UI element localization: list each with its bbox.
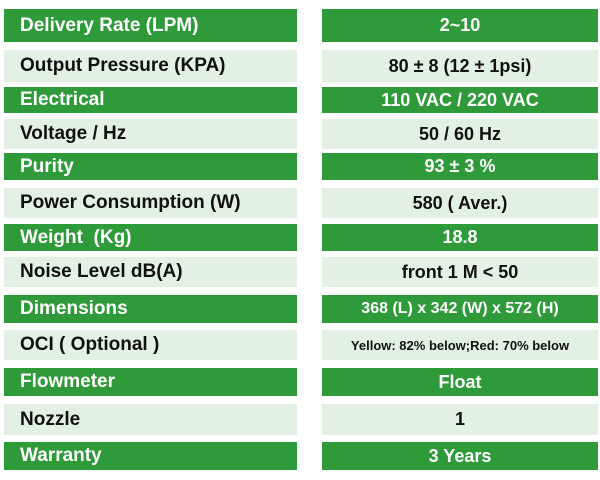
spec-label-delivery-rate: Delivery Rate (LPM) — [4, 9, 297, 42]
spec-label-purity: Purity — [4, 153, 297, 180]
spec-value-weight: 18.8 — [322, 224, 598, 251]
spec-label-dimensions: Dimensions — [4, 295, 297, 323]
spec-label-weight: Weight (Kg) — [4, 224, 297, 251]
spec-value-noise-level: front 1 M < 50 — [322, 257, 598, 287]
spec-value-oci: Yellow: 82% below;Red: 70% below — [322, 330, 598, 360]
spec-value-purity: 93 ± 3 % — [322, 153, 598, 180]
spec-value-delivery-rate: 2~10 — [322, 9, 598, 42]
spec-label-voltage: Voltage / Hz — [4, 119, 297, 149]
spec-value-output-pressure: 80 ± 8 (12 ± 1psi) — [322, 50, 598, 82]
spec-value-warranty: 3 Years — [322, 442, 598, 470]
spec-value-nozzle: 1 — [322, 404, 598, 435]
spec-label-nozzle: Nozzle — [4, 404, 297, 435]
spec-label-warranty: Warranty — [4, 442, 297, 470]
spec-label-output-pressure: Output Pressure (KPA) — [4, 50, 297, 82]
spec-label-oci: OCI ( Optional ) — [4, 330, 297, 360]
spec-label-power-consumption: Power Consumption (W) — [4, 188, 297, 218]
spec-value-electrical: 110 VAC / 220 VAC — [322, 87, 598, 113]
spec-label-flowmeter: Flowmeter — [4, 368, 297, 396]
spec-value-flowmeter: Float — [322, 368, 598, 396]
spec-value-voltage: 50 / 60 Hz — [322, 119, 598, 149]
spec-label-electrical: Electrical — [4, 87, 297, 113]
spec-value-power-consumption: 580 ( Aver.) — [322, 188, 598, 218]
spec-value-dimensions: 368 (L) x 342 (W) x 572 (H) — [322, 295, 598, 323]
spec-label-noise-level: Noise Level dB(A) — [4, 257, 297, 287]
